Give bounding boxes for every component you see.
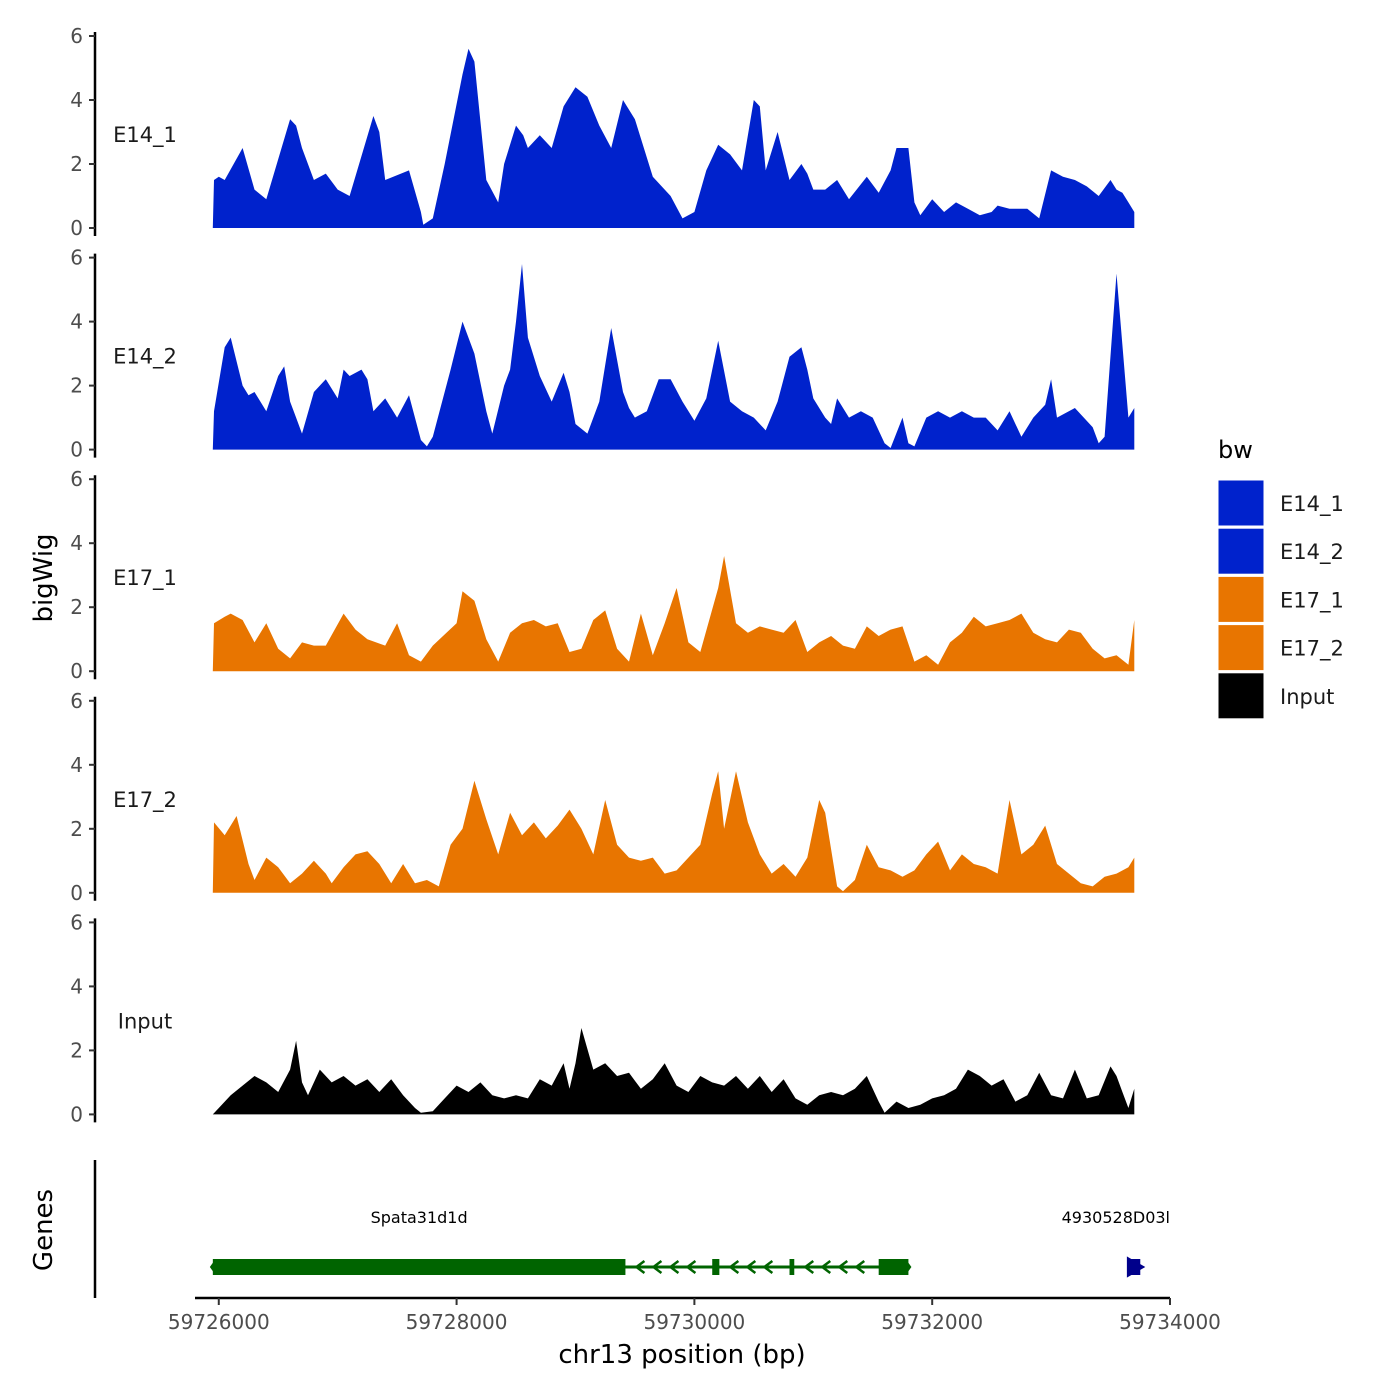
gene-label: 4930528D03l [1062,1208,1170,1227]
legend-key-E14_2 [1217,527,1265,575]
gene-label: Spata31d1d [371,1208,468,1227]
coverage-tracks: 0 2 4 6 E14_1 0 2 4 6 E14_2 0 2 4 6 E17_1 0 2 4 6 E17_2 0 2 4 6… [70,24,1135,1126]
legend-label-E14_1: E14_1 [1280,492,1344,517]
legend-key-Input [1217,672,1265,720]
legend-key-E17_1 [1217,575,1265,623]
gene-start-cap [209,1260,215,1274]
track-panel-E17_1: 0 2 4 6 E17_1 [70,467,1135,683]
y-tick-label: 4 [70,974,83,998]
legend-title: bw [1218,436,1253,464]
y-tick-label: 0 [70,438,83,462]
x-tick-label: 59728000 [406,1310,508,1334]
x-axis: 59726000 59728000 59730000 59732000 59734000 [168,1296,1221,1334]
x-tick-label: 59732000 [881,1310,983,1334]
y-tick-label: 6 [70,24,83,48]
track-panel-E17_2: 0 2 4 6 E17_2 [70,689,1135,905]
strand-arrow [668,1260,680,1274]
strand-arrow [837,1260,849,1274]
strand-arrow [854,1260,866,1274]
y-axis-title: bigWig [29,533,59,622]
legend-label-Input: Input [1280,685,1334,709]
x-tick-label: 59730000 [643,1310,745,1334]
gene-direction-arrow [1126,1256,1146,1278]
track-label-E14_1: E14_1 [113,123,177,148]
gene-exon [712,1259,720,1275]
coverage-area-E17_1 [212,556,1135,672]
gene-exon [1128,1259,1141,1275]
y-tick-label: 2 [70,595,83,619]
strand-arrow [728,1260,740,1274]
legend-key-E17_2 [1217,624,1265,672]
y-tick-label: 6 [70,246,83,270]
track-label-E17_1: E17_1 [113,566,177,591]
track-label-Input: Input [118,1009,172,1033]
genes-axis-title: Genes [29,1189,59,1271]
strand-arrow [651,1260,663,1274]
y-tick-label: 2 [70,374,83,398]
genes-panel: Spata31d1d 4930528D03l [93,1160,1170,1298]
strand-arrow [762,1260,774,1274]
track-label-E14_2: E14_2 [113,345,177,370]
track-panel-E14_1: 0 2 4 6 E14_1 [70,24,1135,240]
strand-arrow [634,1260,646,1274]
gene-Spata31d1d: Spata31d1d [209,1208,912,1275]
strand-arrow [803,1260,815,1274]
legend-label-E17_2: E17_2 [1280,637,1344,662]
y-tick-label: 0 [70,216,83,240]
coverage-area-Input [212,1028,1135,1115]
gene-exon [789,1259,795,1275]
track-panel-E14_2: 0 2 4 6 E14_2 [70,246,1135,462]
y-tick-label: 0 [70,881,83,905]
legend-label-E17_1: E17_1 [1280,588,1344,613]
y-tick-label: 2 [70,817,83,841]
y-tick-label: 2 [70,1038,83,1062]
y-tick-label: 4 [70,531,83,555]
y-tick-label: 6 [70,689,83,713]
gene-exon [878,1259,909,1275]
y-tick-label: 4 [70,310,83,334]
coverage-area-E14_1 [212,48,1135,228]
coverage-area-E14_2 [212,264,1135,450]
x-tick-label: 59726000 [168,1310,270,1334]
strand-arrow [685,1260,697,1274]
strand-arrow [745,1260,757,1274]
y-tick-label: 6 [70,467,83,491]
track-label-E17_2: E17_2 [113,788,177,813]
legend: E14_1 E14_2 E17_1 E17_2 Input [1217,479,1344,720]
y-tick-label: 2 [70,152,83,176]
gene-4930528D03Rik: 4930528D03l [1062,1208,1170,1278]
y-tick-label: 0 [70,1102,83,1126]
gene-end-cap [906,1260,912,1274]
gene-exon [212,1259,626,1275]
y-tick-label: 4 [70,753,83,777]
track-panel-Input: 0 2 4 6 Input [70,910,1135,1126]
legend-label-E14_2: E14_2 [1280,540,1344,565]
y-tick-label: 0 [70,659,83,683]
coverage-area-E17_2 [212,771,1135,893]
y-tick-label: 4 [70,88,83,112]
strand-arrow [820,1260,832,1274]
x-axis-title: chr13 position (bp) [558,1340,805,1370]
y-tick-label: 6 [70,910,83,934]
legend-key-E14_1 [1217,479,1265,527]
x-tick-label: 59734000 [1119,1310,1221,1334]
